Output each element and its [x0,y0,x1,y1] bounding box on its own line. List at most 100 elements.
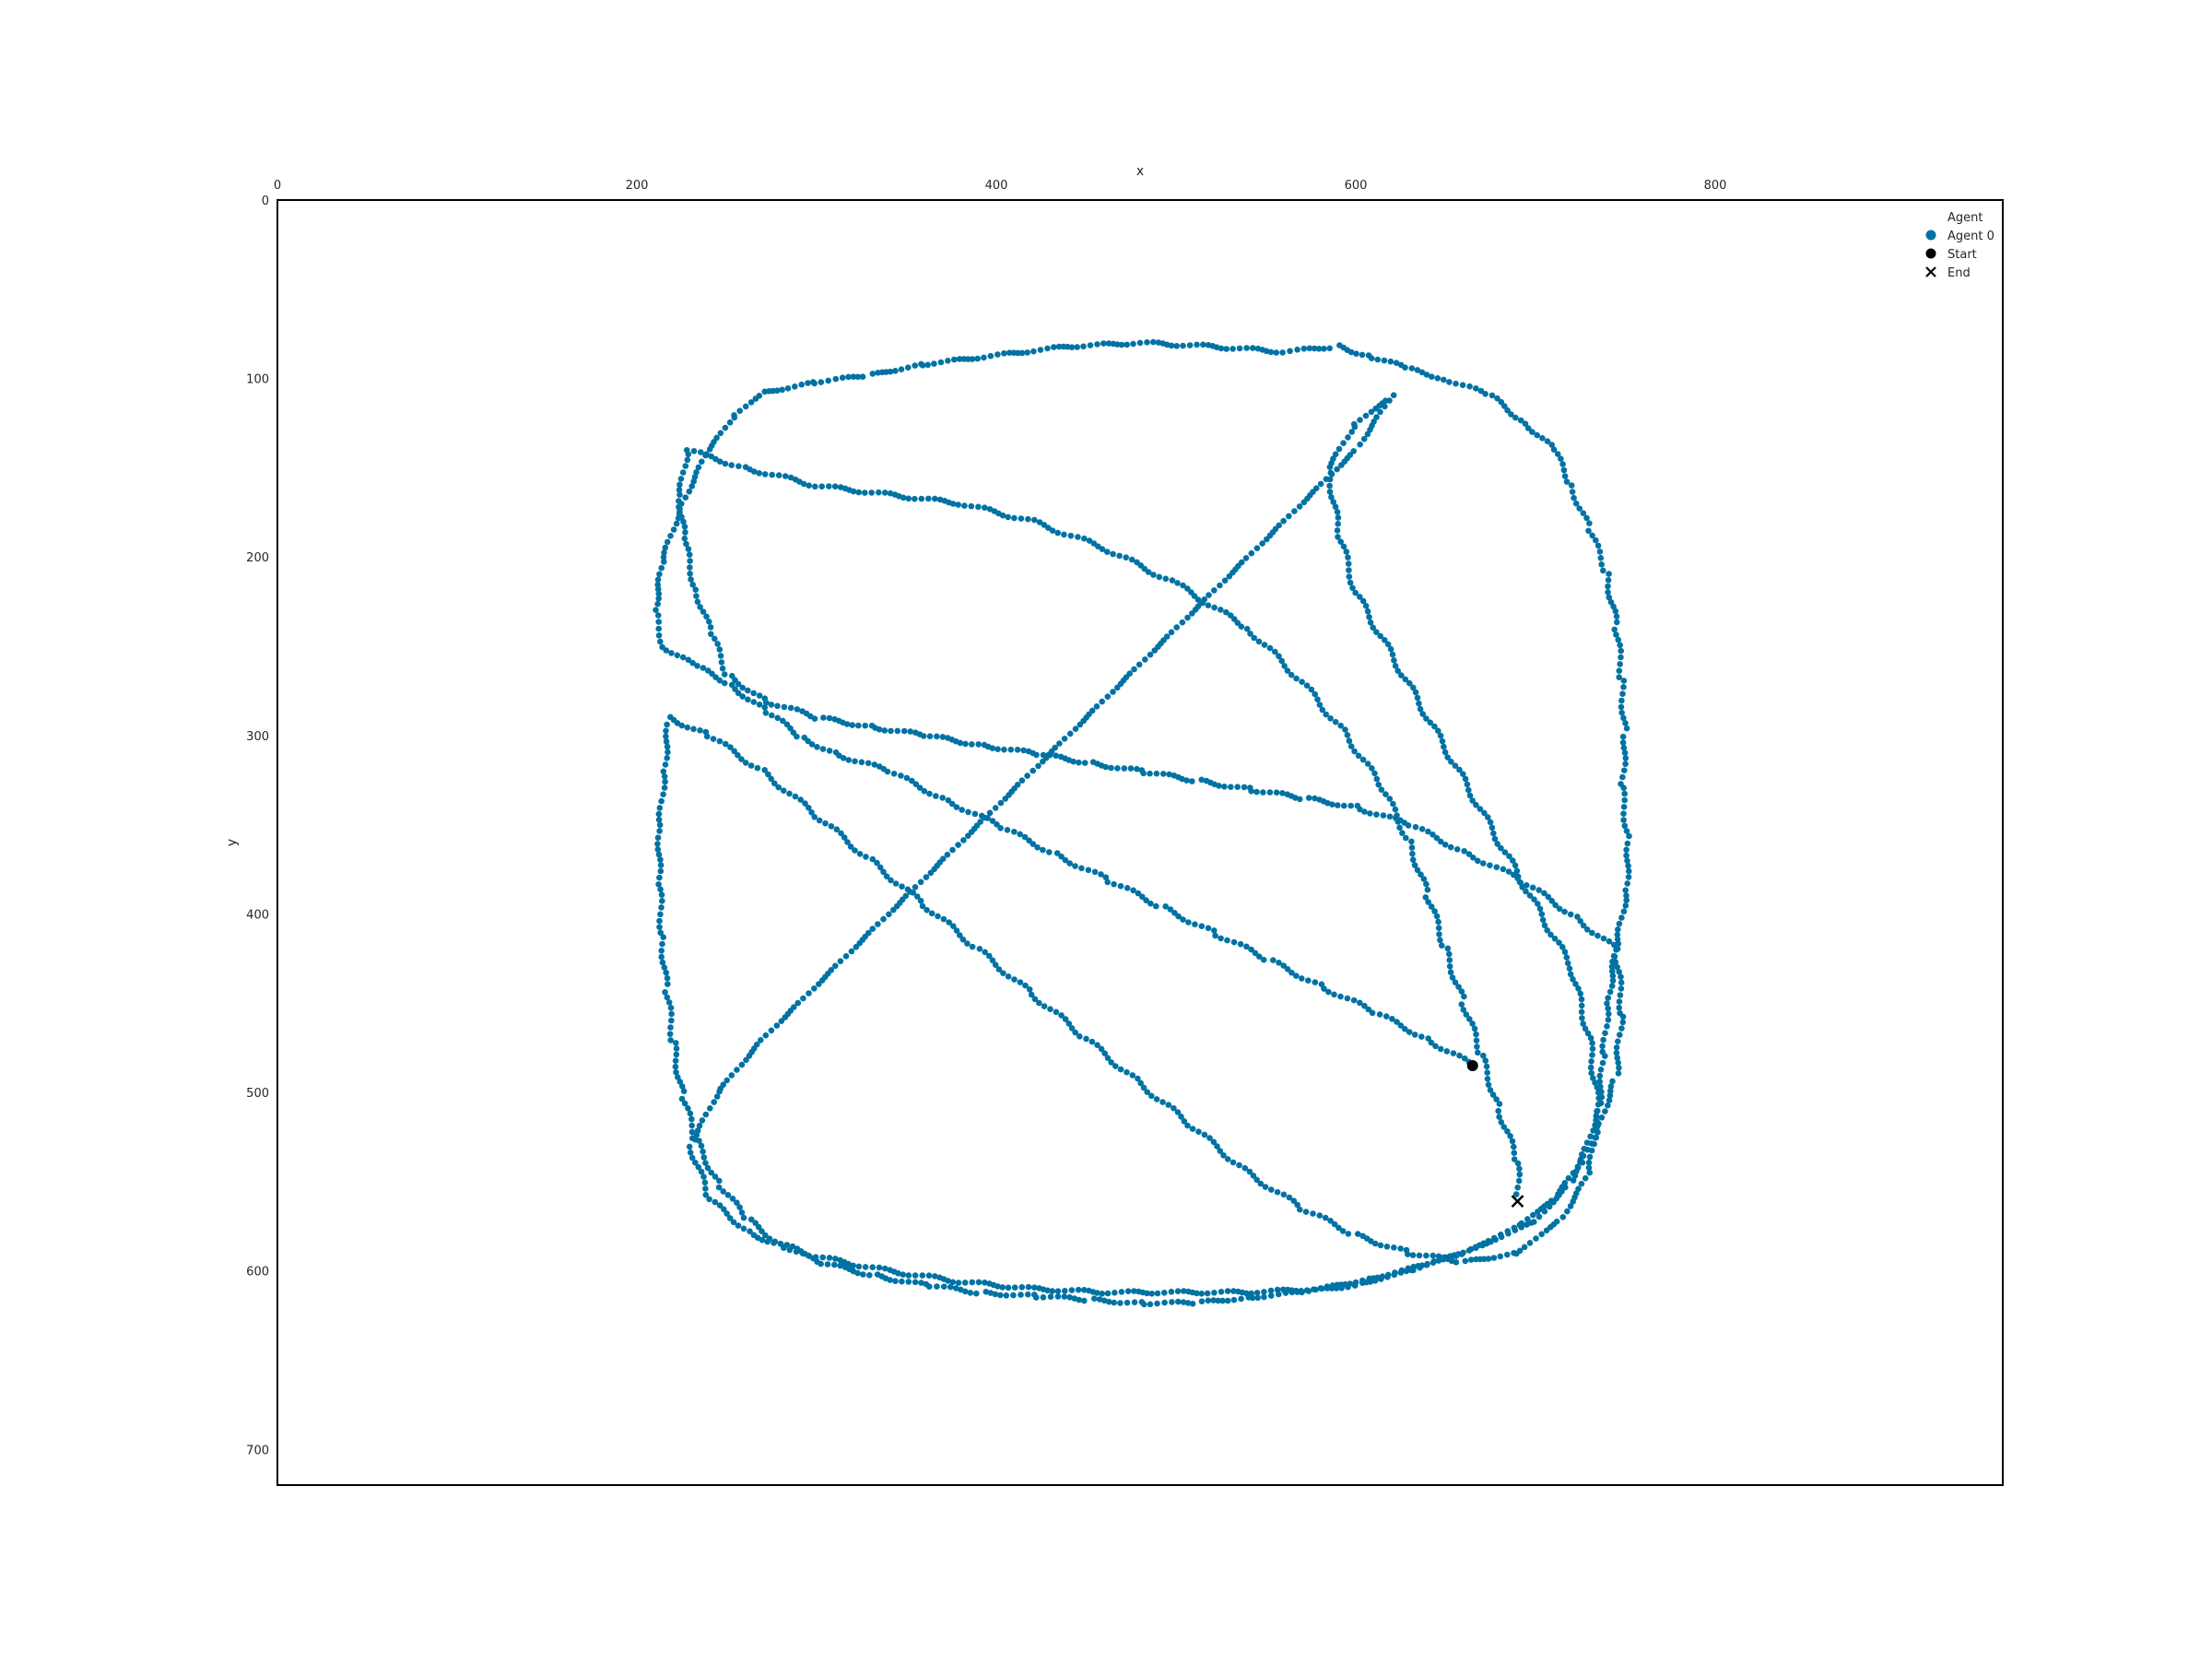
trajectory-point [686,551,693,558]
trajectory-point [1341,802,1347,809]
trajectory-point [672,1063,679,1070]
trajectory-point [1396,824,1403,832]
trajectory-point [1473,1031,1479,1038]
trajectory-point [1049,1288,1055,1294]
trajectory-point [912,1272,919,1279]
trajectory-point [1335,1224,1342,1232]
trajectory-point [888,727,894,735]
trajectory-point [690,725,697,733]
trajectory-point [1368,408,1375,416]
trajectory-point [1261,642,1268,648]
trajectory-point [877,864,884,871]
trajectory-point [928,910,935,917]
trajectory-point [1076,759,1082,766]
trajectory-point [1011,829,1018,835]
trajectory-point [1224,937,1230,944]
trajectory-point [944,851,951,858]
trajectory-point [1487,862,1493,868]
trajectory-point [852,847,858,854]
trajectory-point [689,659,696,666]
trajectory-point [728,1072,735,1079]
trajectory-point [800,480,807,488]
trajectory-point [850,373,857,381]
trajectory-point [1512,862,1519,869]
trajectory-point [1391,1244,1397,1251]
trajectory-point [747,399,755,406]
trajectory-point [1262,1184,1269,1190]
y-tick-label: 300 [246,730,269,744]
trajectory-point [1389,1016,1395,1022]
trajectory-point [953,804,960,810]
trajectory-point [1116,552,1123,560]
trajectory-point [1613,1049,1620,1056]
trajectory-point [680,518,687,525]
trajectory-point [1466,1016,1473,1022]
trajectory-point [679,1083,686,1090]
trajectory-point [1586,1169,1593,1176]
trajectory-point [697,727,703,734]
trajectory-point [1124,885,1131,891]
trajectory-point [869,926,877,932]
trajectory-point [1251,634,1257,642]
trajectory-point [657,862,665,868]
trajectory-point [969,943,976,950]
trajectory-point [971,810,979,818]
trajectory-point [1394,812,1400,819]
trajectory-point [1053,752,1059,759]
trajectory-point [1469,1020,1476,1027]
trajectory-point [1138,1299,1146,1305]
trajectory-point [761,695,769,702]
trajectory-point [1255,638,1263,645]
trajectory-point [1099,698,1105,705]
trajectory-point [1346,567,1352,573]
trajectory-point [1111,1299,1117,1306]
trajectory-point [1609,973,1617,979]
trajectory-point [1180,582,1186,589]
trajectory-point [1117,1300,1124,1306]
trajectory-point [680,1088,688,1094]
trajectory-point [1398,1267,1406,1274]
trajectory-point [1620,784,1627,791]
trajectory-point [681,524,688,530]
trajectory-point [716,646,724,653]
trajectory-point [1621,749,1629,756]
trajectory-point [713,1093,721,1100]
trajectory-point [1618,973,1624,980]
trajectory-point [1618,979,1625,986]
trajectory-point [1108,764,1114,772]
trajectory-point [1589,532,1595,539]
trajectory-point [1123,554,1129,560]
trajectory-point [1377,1242,1384,1249]
trajectory-point [692,1159,699,1166]
trajectory-point [1605,1017,1612,1023]
trajectory-point [1598,561,1605,568]
trajectory-point [687,564,693,571]
trajectory-point [756,470,762,477]
trajectory-point [1617,1009,1623,1017]
trajectory-point [1579,1015,1585,1021]
trajectory-point [1564,1208,1571,1215]
trajectory-point [1367,810,1373,817]
trajectory-point [1623,846,1630,854]
trajectory-point [1080,343,1087,350]
trajectory-point [1171,910,1178,916]
trajectory-point [692,1136,699,1143]
trajectory-point [801,734,808,741]
trajectory-point [1373,811,1380,818]
trajectory-point [1328,471,1335,478]
trajectory-point [721,679,728,687]
trajectory-point [656,917,663,925]
trajectory-point [794,733,800,740]
trajectory-point [965,808,971,816]
trajectory-point [1031,996,1039,1003]
trajectory-point [1386,796,1394,802]
trajectory-point [1138,767,1146,773]
trajectory-point [1437,1045,1444,1053]
trajectory-point [1355,1231,1361,1237]
trajectory-point [1180,1299,1187,1305]
trajectory-point [1299,975,1305,982]
trajectory-point [1606,571,1612,577]
trajectory-point [740,1214,747,1221]
trajectory-point [1128,556,1135,563]
trajectory-point [1416,1252,1423,1259]
